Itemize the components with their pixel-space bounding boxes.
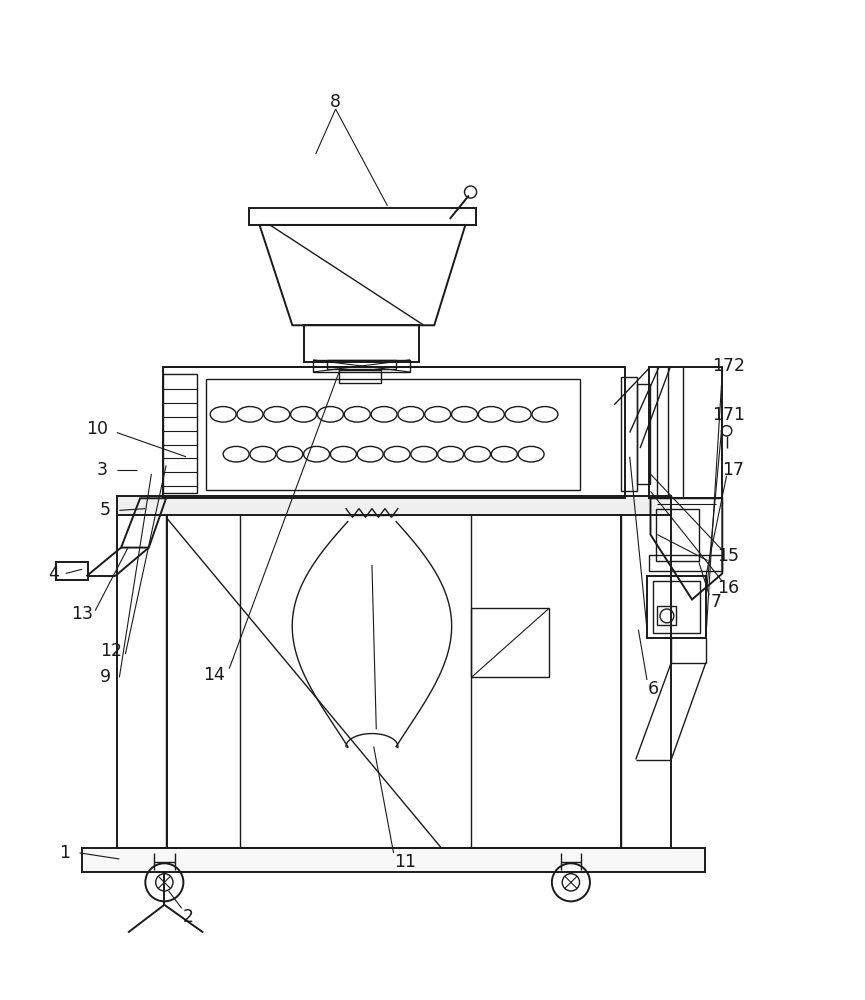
Bar [649, 555, 722, 571]
Bar [656, 509, 699, 561]
Bar [339, 370, 381, 383]
Bar [313, 360, 410, 372]
Text: 15: 15 [717, 547, 740, 565]
Bar [653, 581, 700, 633]
Text: 5: 5 [100, 501, 111, 519]
Text: 7: 7 [711, 593, 721, 611]
Bar [637, 384, 650, 484]
Text: 2: 2 [183, 908, 194, 926]
Bar [657, 606, 676, 625]
Bar [649, 367, 722, 498]
Bar [621, 510, 671, 848]
Text: 12: 12 [99, 642, 122, 660]
Text: 8: 8 [330, 93, 341, 111]
Bar [471, 608, 549, 677]
Bar [647, 576, 706, 638]
Bar [304, 325, 419, 362]
Text: 14: 14 [203, 666, 226, 684]
Bar [117, 496, 671, 515]
Text: 4: 4 [48, 565, 59, 583]
Bar [82, 848, 705, 872]
Bar [163, 374, 197, 493]
Text: 171: 171 [712, 406, 745, 424]
Bar [117, 510, 167, 848]
Text: 6: 6 [648, 680, 658, 698]
Bar [327, 360, 396, 369]
Text: 11: 11 [394, 853, 416, 871]
Text: 1: 1 [60, 844, 70, 862]
Bar [206, 379, 580, 490]
Text: 172: 172 [712, 357, 745, 375]
Text: 3: 3 [97, 461, 107, 479]
Bar [249, 208, 476, 225]
Text: 10: 10 [86, 420, 108, 438]
Bar [621, 377, 637, 491]
Text: 9: 9 [100, 668, 111, 686]
Text: 17: 17 [722, 461, 745, 479]
Bar [163, 367, 625, 498]
Text: 13: 13 [71, 605, 93, 623]
Text: 16: 16 [717, 579, 740, 597]
